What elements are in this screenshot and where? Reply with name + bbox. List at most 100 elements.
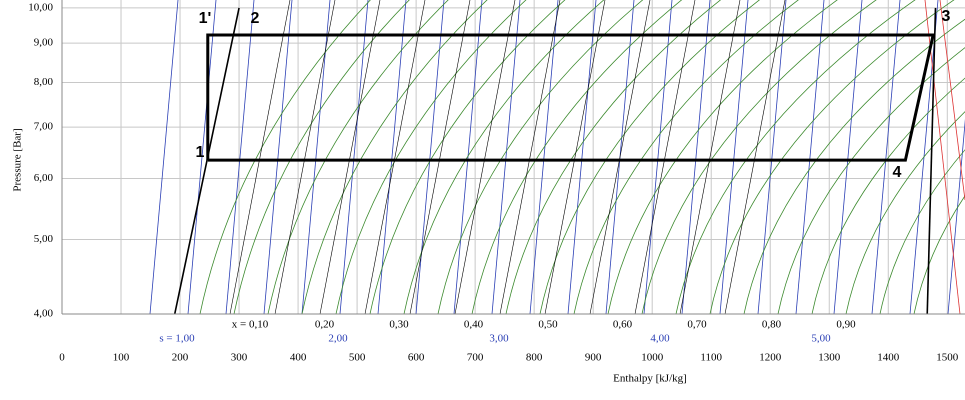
isentrope: [871, 0, 901, 314]
quality-label: 0,90: [836, 319, 856, 331]
isoquality: [724, 0, 786, 314]
isochore: [335, 0, 527, 314]
isochore: [675, 0, 916, 314]
x-tick-label: 300: [231, 352, 248, 364]
series-line: [926, 7, 937, 314]
isochore: [369, 0, 566, 314]
isentrope: [681, 0, 711, 314]
entropy-label: 3,00: [489, 333, 509, 345]
x-tick-label: 700: [467, 352, 484, 364]
isentrope: [643, 0, 673, 314]
quality-label: 0,80: [762, 319, 782, 331]
isochore: [233, 0, 410, 314]
isochore: [845, 111, 965, 314]
x-tick-label: 400: [290, 352, 307, 364]
isoquality: [499, 0, 561, 314]
y-tick-label: 10,00: [28, 1, 53, 13]
isentrope: [491, 0, 521, 314]
isentrope: [339, 0, 369, 314]
x-tick-label: 800: [526, 352, 543, 364]
point-label: 2: [251, 10, 260, 27]
isochore: [301, 0, 488, 314]
quality-label: 0,20: [315, 319, 335, 331]
quality-label: 0,60: [613, 319, 633, 331]
x-tick-label: 1000: [641, 352, 664, 364]
y-tick-label: 8,00: [34, 76, 54, 88]
y-tick-label: 6,00: [34, 172, 54, 184]
isochore: [573, 0, 799, 314]
x-tick-label: 1200: [759, 352, 782, 364]
isochore: [879, 149, 965, 314]
x-tick-label: 600: [408, 352, 425, 364]
x-tick-label: 1300: [818, 352, 841, 364]
series-line: [173, 7, 240, 314]
x-tick-label: 0: [59, 352, 65, 364]
isentrope: [795, 0, 825, 314]
quality-label: 0,30: [389, 319, 409, 331]
isentrope: [567, 0, 597, 314]
quality-label: 0,50: [538, 319, 558, 331]
isochore: [777, 47, 965, 314]
isentrope: [225, 0, 255, 314]
entropy-label: 4,00: [650, 333, 670, 345]
isentrope: [757, 0, 787, 314]
y-tick-label: 9,00: [34, 37, 54, 49]
isoquality: [409, 0, 471, 314]
isochore: [743, 18, 965, 314]
isochore: [913, 195, 965, 314]
isotherm: [924, 0, 961, 314]
quality-label: 0,40: [464, 319, 484, 331]
isentrope: [719, 0, 749, 314]
quality-label: x = 0,10: [232, 319, 269, 331]
isoquality: [319, 0, 381, 314]
isochore: [267, 0, 449, 314]
isoquality: [634, 0, 696, 314]
y-tick-label: 7,00: [34, 121, 54, 133]
isochore: [641, 0, 877, 314]
isentrope: [377, 0, 407, 314]
isentrope: [149, 0, 179, 314]
isotherm: [939, 0, 965, 201]
y-tick-label: 4,00: [34, 308, 54, 320]
isoquality: [454, 0, 516, 314]
isentrope: [187, 0, 217, 314]
entropy-label: 5,00: [811, 333, 831, 345]
isochore: [607, 0, 838, 314]
quality-label: 0,70: [687, 319, 707, 331]
entropy-label: s = 1,00: [159, 333, 195, 345]
series-line: [206, 33, 935, 162]
point-label: 1': [199, 10, 212, 27]
isoquality: [544, 0, 606, 314]
isochore: [811, 77, 965, 314]
x-tick-label: 1400: [877, 352, 900, 364]
x-tick-label: 500: [349, 352, 366, 364]
isentrope: [453, 0, 483, 314]
isochore: [471, 0, 683, 314]
isoquality: [679, 0, 741, 314]
isentrope: [833, 0, 863, 314]
x-axis-title: Enthalpy [kJ/kg]: [613, 373, 687, 385]
isochore: [437, 0, 644, 314]
isochore: [403, 0, 605, 314]
isentrope: [263, 0, 293, 314]
plot: [173, 7, 937, 314]
point-label: 1: [196, 144, 205, 161]
isochore: [199, 0, 371, 314]
isochore: [505, 0, 722, 314]
x-tick-label: 100: [113, 352, 130, 364]
point-label: 3: [942, 8, 951, 25]
isoquality: [274, 0, 336, 314]
entropy-label: 2,00: [328, 333, 348, 345]
isochore: [539, 0, 760, 314]
x-tick-label: 1500: [936, 352, 959, 364]
y-axis-title: Pressure [Bar]: [12, 128, 24, 191]
isoquality: [229, 0, 291, 314]
x-tick-label: 1100: [700, 352, 722, 364]
isolines: [149, 0, 965, 314]
x-tick-label: 900: [585, 352, 602, 364]
point-label: 4: [893, 164, 902, 181]
isentrope: [947, 118, 965, 314]
isoquality: [364, 0, 426, 314]
isentrope: [415, 0, 445, 314]
